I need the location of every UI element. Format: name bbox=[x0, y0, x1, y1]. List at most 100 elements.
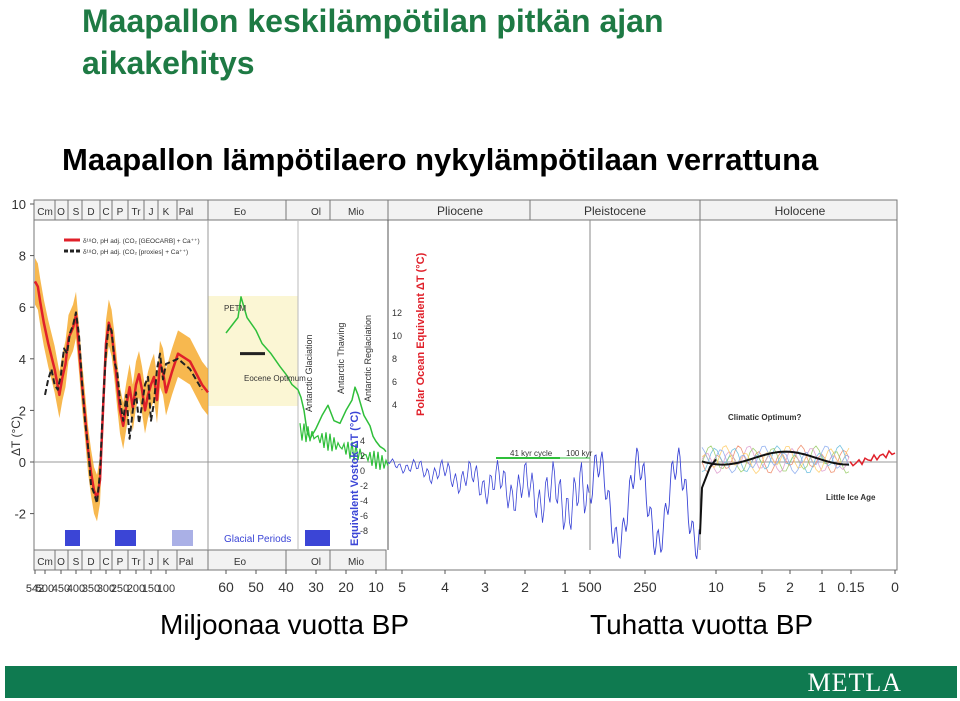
x-tick-label-kyr: 250 bbox=[633, 579, 657, 595]
period-label-top: Cm bbox=[37, 207, 53, 218]
x-tick-label-myr: 20 bbox=[338, 579, 354, 595]
x-tick-label-myr: 300 bbox=[97, 583, 115, 595]
vostok-axis-tick: 0 bbox=[360, 466, 365, 476]
series-line-3 bbox=[225, 296, 387, 453]
period-label-bottom: Eo bbox=[234, 557, 247, 568]
late-pleistocene-cycles bbox=[589, 447, 700, 560]
vostok-axis-tick: -8 bbox=[360, 526, 368, 536]
x-tick-label-myr: 542 bbox=[26, 583, 44, 595]
y-tick-label: 6 bbox=[19, 300, 26, 315]
annotation-100kyr: 100 kyr bbox=[566, 449, 593, 458]
y-tick-label: 4 bbox=[19, 352, 26, 367]
polar-axis-tick: 6 bbox=[392, 377, 397, 387]
x-tick-label-myr: 150 bbox=[142, 583, 160, 595]
x-tick-label-kyr: 0.15 bbox=[837, 579, 864, 595]
period-bar-top bbox=[33, 199, 898, 221]
x-tick-label-myr: 2 bbox=[521, 579, 529, 595]
x-tick-label-kyr: 0 bbox=[891, 579, 899, 595]
annotation-glacial-periods: Glacial Periods bbox=[224, 534, 291, 545]
period-label-top: Holocene bbox=[775, 204, 826, 218]
x-tick-label-myr: 40 bbox=[278, 579, 294, 595]
period-label-bottom: Pal bbox=[179, 557, 193, 568]
polar-axis-tick: 4 bbox=[392, 400, 397, 410]
x-tick-label-kyr: 10 bbox=[708, 579, 724, 595]
period-label-top: Pliocene bbox=[437, 204, 483, 218]
x-tick-label-myr: 50 bbox=[248, 579, 264, 595]
period-label-bottom: Ol bbox=[311, 557, 321, 568]
annotation-antarctic-reglaciation: Antarctic Reglaciation bbox=[363, 315, 373, 402]
period-label-bottom: J bbox=[149, 557, 154, 568]
x-tick-label-myr: 4 bbox=[441, 579, 449, 595]
title-line-1: Maapallon keskilämpötilan pitkän ajan bbox=[82, 3, 664, 39]
period-label-bottom: O bbox=[57, 557, 65, 568]
holocene-mean-line bbox=[701, 450, 850, 466]
x-tick-label-myr: 5 bbox=[398, 579, 406, 595]
holocene-proxy-line bbox=[701, 445, 850, 475]
x-caption-myr: Miljoonaa vuotta BP bbox=[160, 609, 410, 640]
y-tick-label: 10 bbox=[12, 197, 26, 212]
period-label-top: D bbox=[87, 207, 94, 218]
period-label-top: Pleistocene bbox=[584, 204, 646, 218]
period-label-bottom: P bbox=[117, 557, 124, 568]
period-bar-bottom bbox=[33, 549, 387, 571]
title-line-2: aikakehitys bbox=[82, 45, 255, 81]
period-label-top: K bbox=[163, 207, 170, 218]
annotation-41kyr: 41 kyr cycle bbox=[510, 449, 553, 458]
polar-axis-tick: 12 bbox=[392, 308, 402, 318]
glacial-period-bar bbox=[65, 530, 80, 546]
plot-area bbox=[33, 199, 898, 571]
annotation-polar-ocean: Polar Ocean Equivalent ΔT (°C) bbox=[415, 252, 427, 416]
period-label-bottom: D bbox=[87, 557, 94, 568]
holocene-transition bbox=[699, 458, 717, 535]
vostok-axis-tick: -6 bbox=[360, 511, 368, 521]
x-tick-label-myr: 450 bbox=[52, 583, 70, 595]
uncertainty-band bbox=[35, 258, 208, 522]
metla-logo: METLA bbox=[807, 668, 902, 697]
x-tick-label-kyr: 500 bbox=[578, 579, 602, 595]
period-label-bottom: K bbox=[163, 557, 170, 568]
vostok-axis-tick: -4 bbox=[360, 496, 368, 506]
glacial-period-bar bbox=[115, 530, 136, 546]
x-tick-label-myr: 500 bbox=[36, 583, 54, 595]
period-label-top: Eo bbox=[234, 207, 247, 218]
subtitle: Maapallon lämpötilaero nykylämpötilaan v… bbox=[62, 142, 819, 177]
annotation-vostok: Equivalent Vostok ΔT (°C) bbox=[349, 411, 361, 546]
period-label-top: J bbox=[149, 207, 154, 218]
x-tick-label-kyr: 5 bbox=[758, 579, 766, 595]
x-tick-label-kyr: 2 bbox=[786, 579, 794, 595]
period-label-bottom: S bbox=[73, 557, 80, 568]
period-label-top: Ol bbox=[311, 207, 321, 218]
y-tick-label: -2 bbox=[14, 507, 26, 522]
period-label-top: O bbox=[57, 207, 65, 218]
x-tick-label-myr: 200 bbox=[127, 583, 145, 595]
annotation-antarctic-thawing: Antarctic Thawing bbox=[336, 323, 346, 394]
period-label-top: P bbox=[117, 207, 124, 218]
x-tick-label-myr: 250 bbox=[111, 583, 129, 595]
vostok-axis-tick: 4 bbox=[360, 436, 365, 446]
y-tick-label: 2 bbox=[19, 403, 26, 418]
legend-label-1: δ¹⁸O, pH adj. (CO₂ [GEOCARB] + Ca⁺⁺) bbox=[83, 238, 200, 245]
pliocene-pleistocene-cycles bbox=[387, 458, 590, 530]
x-tick-label-myr: 100 bbox=[157, 583, 175, 595]
annotation-eocene-optimum: Eocene Optimum bbox=[244, 374, 306, 383]
polar-axis-tick: 10 bbox=[392, 331, 402, 341]
x-tick-label-myr: 30 bbox=[308, 579, 324, 595]
x-tick-label-myr: 1 bbox=[561, 579, 569, 595]
vostok-axis-tick: -2 bbox=[360, 481, 368, 491]
green-detail bbox=[299, 423, 389, 470]
legend-label-2: δ¹⁸O, pH adj. (CO₂ [proxies] + Ca⁺⁺) bbox=[83, 249, 188, 256]
vostok-axis-tick: 2 bbox=[360, 451, 365, 461]
modern-warming-line bbox=[849, 449, 896, 467]
period-label-top: C bbox=[102, 207, 109, 218]
period-label-bottom: C bbox=[102, 557, 109, 568]
x-caption-kyr: Tuhatta vuotta BP bbox=[590, 609, 814, 640]
annotation-climatic-optimum: Climatic Optimum? bbox=[728, 413, 801, 422]
period-label-bottom: Mio bbox=[348, 557, 365, 568]
x-tick-label-myr: 10 bbox=[368, 579, 384, 595]
period-label-bottom: Tr bbox=[131, 557, 141, 568]
series-line-2 bbox=[44, 311, 203, 505]
period-label-bottom: Cm bbox=[37, 557, 53, 568]
holocene-proxy-line bbox=[701, 444, 850, 474]
y-axis-label: ΔT (°C) bbox=[9, 416, 23, 456]
y-tick-label: 8 bbox=[19, 249, 26, 264]
